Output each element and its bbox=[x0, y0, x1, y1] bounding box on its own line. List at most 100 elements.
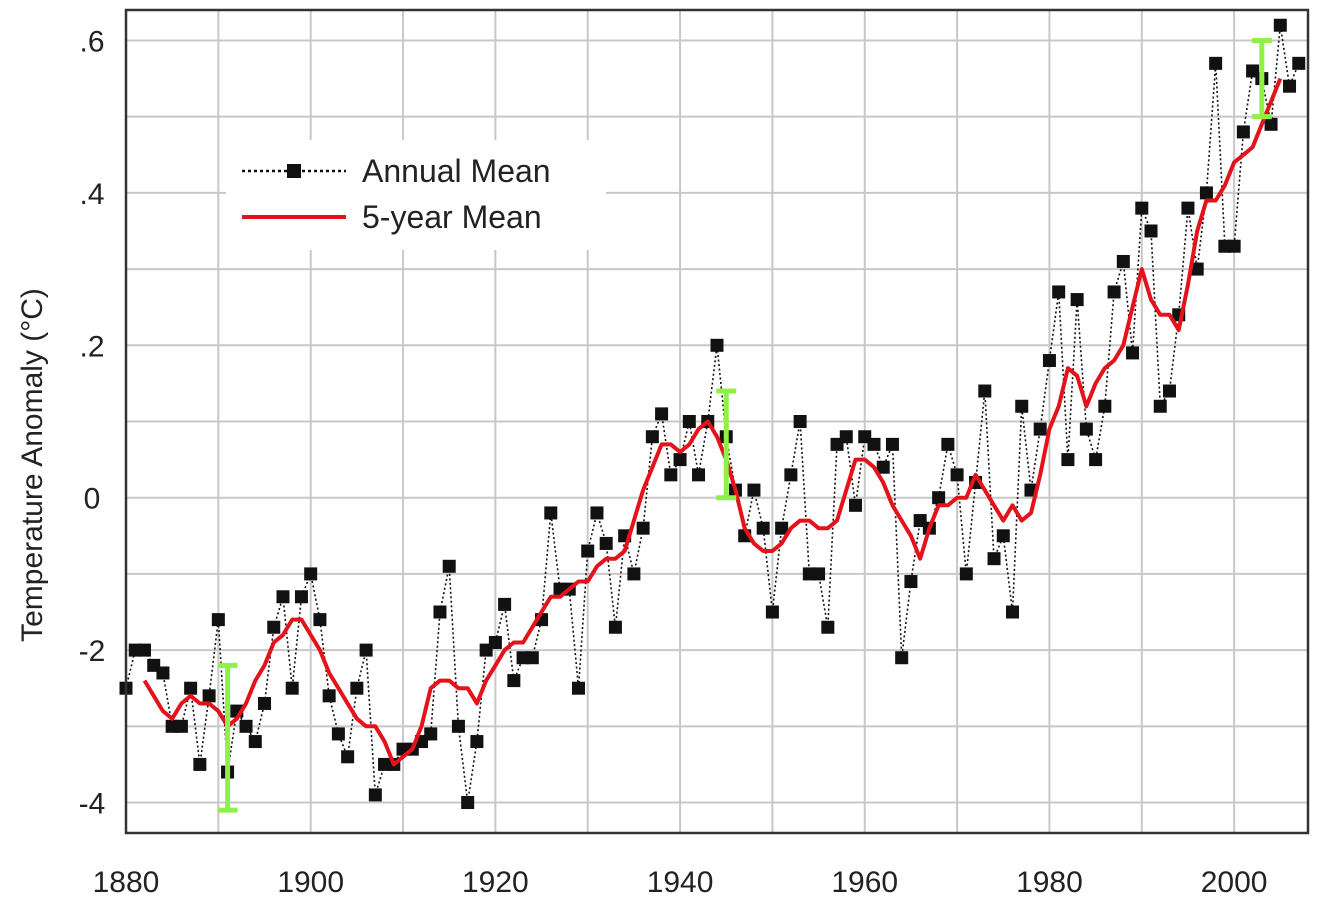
annual-mean-point bbox=[1153, 399, 1167, 413]
annual-mean-point bbox=[1089, 453, 1103, 467]
annual-mean-point bbox=[488, 635, 502, 649]
annual-mean-line bbox=[125, 25, 1300, 803]
annual-mean-point bbox=[202, 689, 216, 703]
x-tick-label: 1900 bbox=[277, 866, 344, 899]
x-tick-labels: 1880 1900 1920 1940 1960 1980 2000 bbox=[93, 866, 1268, 899]
annual-mean-point bbox=[1283, 79, 1297, 93]
annual-mean-point bbox=[1181, 201, 1195, 215]
annual-mean-point bbox=[350, 681, 364, 695]
x-tick-label: 1980 bbox=[1016, 866, 1083, 899]
annual-mean-point bbox=[1042, 354, 1056, 368]
annual-mean-point bbox=[304, 567, 318, 581]
annual-mean-point bbox=[1070, 293, 1084, 307]
annual-mean-point bbox=[1135, 201, 1149, 215]
annual-mean-point bbox=[1273, 18, 1287, 32]
annual-mean-point bbox=[608, 620, 622, 634]
annual-mean-point bbox=[294, 590, 308, 604]
annual-mean-point bbox=[664, 468, 678, 482]
y-tick-label: -4 bbox=[79, 788, 106, 821]
annual-mean-point bbox=[1116, 254, 1130, 268]
annual-mean-point bbox=[285, 681, 299, 695]
annual-mean-point bbox=[1033, 422, 1047, 436]
annual-mean-point bbox=[932, 491, 946, 505]
annual-mean-point bbox=[645, 430, 659, 444]
legend-label-five-year-mean: 5-year Mean bbox=[362, 199, 542, 235]
annual-mean-point bbox=[904, 575, 918, 589]
x-tick-label: 1880 bbox=[93, 866, 160, 899]
annual-mean-point bbox=[793, 415, 807, 428]
annual-mean-point bbox=[692, 468, 706, 482]
annual-mean-point bbox=[193, 757, 207, 771]
error-bar bbox=[716, 388, 737, 501]
error-bar bbox=[217, 662, 238, 813]
annual-mean-point bbox=[747, 483, 761, 497]
annual-mean-point bbox=[1079, 422, 1093, 436]
annual-mean-point bbox=[867, 437, 881, 451]
annual-mean-point bbox=[211, 613, 225, 627]
annual-mean-point bbox=[525, 651, 539, 665]
y-axis-title: Temperature Anomaly (°C) bbox=[16, 288, 49, 642]
annual-mean-point bbox=[765, 605, 779, 619]
x-tick-label: 1920 bbox=[462, 866, 529, 899]
annual-mean-point bbox=[1292, 56, 1306, 70]
annual-mean-point bbox=[581, 544, 595, 558]
annual-mean-point bbox=[1107, 285, 1121, 299]
y-tick-label: .4 bbox=[79, 178, 104, 211]
y-tick-label: 0 bbox=[84, 483, 101, 516]
annual-mean-point bbox=[1264, 117, 1278, 131]
annual-mean-point bbox=[950, 468, 964, 482]
annual-mean-point bbox=[1199, 186, 1213, 200]
annual-mean-point bbox=[368, 788, 382, 802]
annual-mean-point bbox=[313, 613, 327, 627]
annual-mean-point bbox=[1126, 346, 1140, 360]
y-tick-label: .2 bbox=[79, 330, 104, 363]
annual-mean-point bbox=[1052, 285, 1066, 299]
legend-label-annual-mean: Annual Mean bbox=[362, 153, 551, 189]
annual-mean-point bbox=[1227, 239, 1241, 253]
error-bars bbox=[217, 37, 1272, 813]
annual-mean-point bbox=[137, 643, 151, 657]
annual-mean-point bbox=[812, 567, 826, 581]
annual-mean-point bbox=[498, 597, 512, 611]
annual-mean-point bbox=[156, 666, 170, 680]
annual-mean-point bbox=[174, 719, 188, 733]
y-tick-label: -2 bbox=[79, 635, 106, 668]
annual-mean-point bbox=[507, 674, 521, 688]
annual-mean-point bbox=[451, 719, 465, 733]
five-year-mean-series bbox=[142, 77, 1283, 767]
annual-mean-point bbox=[821, 620, 835, 634]
annual-mean-point bbox=[442, 559, 456, 573]
annual-mean-point bbox=[1162, 384, 1176, 398]
annual-mean-point bbox=[248, 735, 262, 749]
annual-mean-point bbox=[267, 620, 281, 634]
annual-mean-point bbox=[1190, 262, 1204, 276]
y-tick-label: .6 bbox=[79, 25, 104, 58]
annual-mean-point bbox=[849, 498, 863, 512]
annual-mean-point bbox=[1144, 224, 1158, 238]
annual-mean-point bbox=[590, 506, 604, 520]
annual-mean-point bbox=[756, 521, 770, 535]
annual-mean-point bbox=[571, 681, 585, 695]
x-tick-label: 1960 bbox=[831, 866, 898, 899]
x-tick-label: 2000 bbox=[1201, 866, 1268, 899]
plot-frame bbox=[124, 8, 1310, 835]
annual-mean-point bbox=[461, 796, 475, 810]
annual-mean-point bbox=[784, 468, 798, 482]
annual-mean-point bbox=[885, 437, 899, 451]
annual-mean-point bbox=[1015, 399, 1029, 413]
annual-mean-point bbox=[1236, 125, 1250, 139]
legend-background bbox=[226, 140, 606, 250]
annual-mean-point bbox=[239, 719, 253, 733]
annual-mean-point bbox=[987, 552, 1001, 566]
legend-annual-swatch-marker bbox=[287, 164, 301, 178]
annual-mean-series bbox=[119, 18, 1306, 810]
y-tick-labels: .6 .4 .2 0 -2 -4 bbox=[79, 25, 106, 820]
annual-mean-point bbox=[424, 727, 438, 741]
annual-mean-point bbox=[673, 453, 687, 467]
error-bar bbox=[1251, 37, 1272, 120]
five-year-mean-line bbox=[142, 77, 1283, 767]
annual-mean-point bbox=[655, 407, 669, 421]
annual-mean-point bbox=[470, 735, 484, 749]
annual-mean-point bbox=[1061, 453, 1075, 467]
